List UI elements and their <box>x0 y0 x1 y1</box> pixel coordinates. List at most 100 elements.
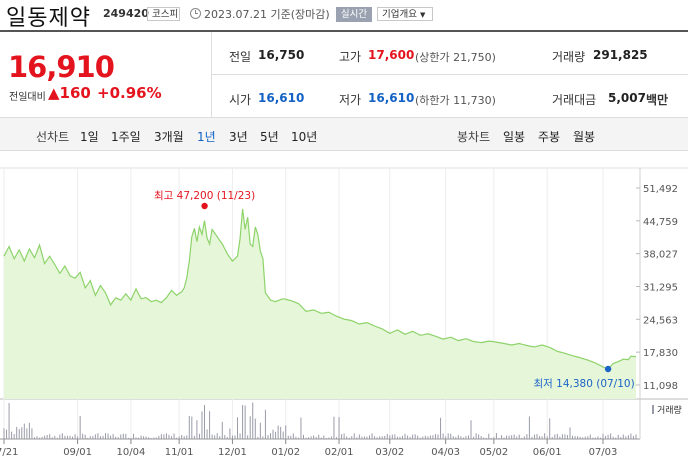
volume-bar <box>605 435 607 439</box>
tab-daily-candle[interactable]: 일봉 <box>503 130 526 144</box>
volume-bar <box>115 436 117 439</box>
chevron-down-icon: ▼ <box>420 11 426 19</box>
tab-1year[interactable]: 1년 <box>197 130 216 144</box>
volume-bar <box>455 437 457 439</box>
volume-bar <box>630 433 632 439</box>
volume-bar <box>262 436 264 439</box>
tab-monthly-candle[interactable]: 월봉 <box>573 130 596 144</box>
volume-bar <box>8 403 10 439</box>
volume-bar <box>305 437 307 439</box>
volume-bar <box>275 431 277 439</box>
tab-1week[interactable]: 1주일 <box>111 130 141 144</box>
x-tick-label: 12/01 <box>218 447 247 458</box>
tab-1day[interactable]: 1일 <box>80 130 99 144</box>
volume-bar <box>82 433 84 439</box>
volume-bar <box>127 437 129 439</box>
volume-bar <box>21 427 23 439</box>
volume-bar <box>440 417 442 439</box>
volume-bar <box>31 428 33 439</box>
volume-bar <box>338 417 340 439</box>
volume-bar <box>171 436 173 439</box>
volume-bar <box>341 434 343 439</box>
tab-5years[interactable]: 5년 <box>260 130 279 144</box>
volume-bar <box>513 434 515 439</box>
volume-bar <box>323 435 325 439</box>
volume-bar <box>183 436 185 439</box>
tab-3months[interactable]: 3개월 <box>154 130 184 144</box>
volume-bar <box>135 437 137 439</box>
current-price: 16,910 <box>8 50 115 84</box>
tab-weekly-candle[interactable]: 주봉 <box>538 130 561 144</box>
max-label: 최고 47,200 (11/23) <box>154 190 255 202</box>
volume-bar <box>94 434 96 439</box>
volume-bar <box>401 435 403 439</box>
volume-bar <box>11 431 13 439</box>
volume-bar <box>92 436 94 439</box>
volume-bar <box>97 433 99 439</box>
volume-bar <box>69 435 71 439</box>
volume-bar <box>526 434 528 439</box>
volume-bar <box>196 420 198 439</box>
volume-bar <box>348 437 350 439</box>
volume-bar <box>635 434 637 439</box>
volume-bar <box>366 436 368 439</box>
tab-10years[interactable]: 10년 <box>291 130 318 144</box>
volume-bar <box>414 434 416 439</box>
volume-bar <box>549 418 551 439</box>
volume-bar <box>478 434 480 439</box>
company-overview-button[interactable]: 기업개요 ▼ <box>377 7 433 21</box>
volume-bar <box>602 433 604 439</box>
volume-bar <box>328 437 330 439</box>
volume-bar <box>445 436 447 439</box>
volume-bar <box>351 436 353 439</box>
volume-bar <box>191 416 193 439</box>
volume-bar <box>465 436 467 439</box>
volume-bar <box>592 437 594 439</box>
market-badge: 코스피 <box>147 7 180 21</box>
volume-bar <box>346 436 348 439</box>
volume-bar <box>33 437 35 439</box>
volume-bar <box>74 434 76 439</box>
volume-bar <box>620 437 622 439</box>
y-tick-label: 38,027 <box>643 250 678 261</box>
volume-bar <box>158 435 160 439</box>
x-tick-label: 07/03 <box>589 447 618 458</box>
volume-bar <box>551 436 553 439</box>
volume-bar <box>209 411 211 439</box>
volume-bar <box>176 437 178 439</box>
volume-bar <box>77 436 79 439</box>
volume-bar <box>259 422 261 439</box>
volume-bar <box>539 436 541 439</box>
volume-bar <box>554 434 556 439</box>
x-tick-label: 03/02 <box>375 447 404 458</box>
volume-bar <box>488 433 490 439</box>
x-tick-label: 11/01 <box>165 447 194 458</box>
clock-icon <box>190 8 201 19</box>
change-rate: +0.96% <box>97 84 162 102</box>
volume-bar <box>434 434 436 439</box>
volume-bar <box>447 433 449 439</box>
volume-bar <box>556 433 558 439</box>
volume-bar <box>221 421 223 439</box>
volume-bar <box>384 435 386 439</box>
tab-3years[interactable]: 3년 <box>229 130 248 144</box>
volume-bar <box>13 434 15 439</box>
volume-bar <box>582 437 584 439</box>
realtime-button[interactable]: 실시간 <box>336 7 372 22</box>
volume-bar <box>358 434 360 439</box>
low-value: 16,610 <box>368 91 415 105</box>
volume-bar <box>239 433 241 439</box>
y-tick-label: 51,492 <box>643 184 678 195</box>
volume-bar <box>234 435 236 439</box>
volume-bar <box>617 434 619 439</box>
x-tick-label: 10/04 <box>116 447 145 458</box>
volume-bar <box>242 405 244 439</box>
volume-bar <box>254 418 256 439</box>
volume-bar <box>315 436 317 439</box>
price-chart[interactable]: 거래량 51,492 44,759 38,027 31,295 24,563 17,830… <box>0 152 688 472</box>
volume-bar <box>374 436 376 439</box>
price-line <box>3 208 637 370</box>
volume-bar <box>6 429 8 439</box>
volume-bar <box>99 436 101 439</box>
volume-bar <box>143 436 145 439</box>
